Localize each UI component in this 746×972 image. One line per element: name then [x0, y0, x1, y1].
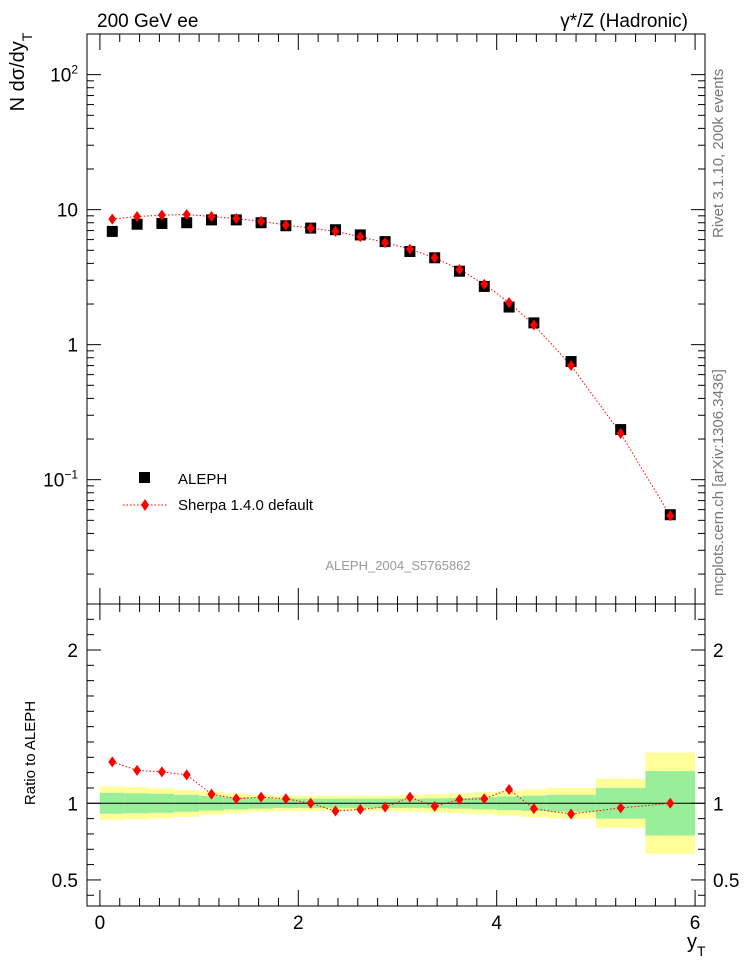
aleph-point [156, 217, 168, 229]
ratio-tick-labels: 0.5 0.5 1 1 2 2 0 2 4 6 [52, 641, 740, 934]
main-y-axis-label: N dσ/dyT [7, 32, 35, 111]
x-tick-label: 0 [95, 913, 106, 934]
ratio-point [405, 791, 414, 803]
ratio-point [306, 797, 315, 809]
main-y-tick-label: 10−1 [43, 468, 78, 492]
sherpa-point [157, 209, 166, 221]
ratio-point [108, 756, 117, 768]
legend-aleph-label: ALEPH [178, 471, 227, 488]
ratio-y-tick-label-right: 2 [713, 641, 724, 662]
ratio-sherpa-markers [108, 756, 675, 820]
header-left: 200 GeV ee [97, 11, 198, 32]
sherpa-point [331, 225, 340, 237]
ratio-point [455, 793, 464, 805]
x-tick-label: 6 [690, 913, 701, 934]
ratio-point [257, 791, 266, 803]
ratio-point [480, 793, 489, 805]
main-y-tick-labels: 10−1 1 10 102 [43, 63, 78, 492]
ratio-point [232, 793, 241, 805]
ratio-point [616, 802, 625, 814]
main-panel: 10−1 1 10 102 ALEPH Sherpa 1.4.0 default AL… [7, 32, 706, 605]
sherpa-point [356, 231, 365, 243]
main-plot-frame [86, 33, 706, 605]
ratio-y-tick-label-right: 0.5 [713, 871, 739, 892]
ratio-point [331, 805, 340, 817]
sherpa-point [567, 360, 576, 372]
sherpa-markers [108, 209, 675, 522]
sherpa-point [529, 319, 538, 331]
aleph-point [181, 217, 193, 229]
ratio-axis-ticks [87, 604, 705, 906]
x-tick-label: 2 [293, 913, 304, 934]
ratio-y-tick-label-left: 2 [67, 641, 78, 662]
ratio-point [356, 803, 365, 815]
ratio-y-axis-label: Ratio to ALEPH [22, 701, 39, 805]
aleph-point [131, 218, 143, 230]
ratio-point [430, 800, 439, 812]
main-axis-ticks [87, 33, 705, 604]
legend: ALEPH Sherpa 1.4.0 default [123, 471, 314, 514]
ratio-point [182, 769, 191, 781]
sherpa-point [455, 264, 464, 276]
ratio-point [381, 801, 390, 813]
sherpa-point [480, 278, 489, 290]
header-right: γ*/Z (Hadronic) [560, 11, 688, 32]
legend-sherpa-label: Sherpa 1.4.0 default [178, 497, 314, 514]
main-y-tick-label: 1 [67, 336, 78, 357]
ratio-point [157, 766, 166, 778]
sherpa-point [306, 222, 315, 234]
legend-sherpa-marker [141, 499, 149, 511]
sherpa-point [133, 210, 142, 222]
analysis-label: ALEPH_2004_S5765862 [325, 558, 470, 573]
x-axis-label: yT [687, 931, 706, 959]
ratio-point [567, 808, 576, 820]
ratio-y-tick-label-right: 1 [713, 794, 724, 815]
ratio-point [207, 788, 216, 800]
sherpa-point [381, 237, 390, 249]
ratio-point [133, 764, 142, 776]
sherpa-point [182, 209, 191, 221]
main-y-tick-label: 102 [50, 63, 78, 87]
sherpa-point [430, 252, 439, 264]
sherpa-point [207, 210, 216, 222]
ratio-point [505, 783, 514, 795]
sherpa-point [505, 297, 514, 309]
ratio-point [529, 803, 538, 815]
rivet-label: Rivet 3.1.10, 200k events [710, 69, 727, 238]
ratio-panel: 0.5 0.5 1 1 2 2 0 2 4 6 Ratio to ALEPH yT [22, 603, 740, 959]
ratio-y-tick-label-left: 1 [67, 794, 78, 815]
sherpa-point [281, 219, 290, 231]
mcplots-label: mcplots.cern.ch [arXiv:1306.3436] [710, 369, 727, 596]
ratio-plot-frame [86, 603, 706, 907]
sherpa-point [405, 243, 414, 255]
sherpa-point [232, 212, 241, 224]
sherpa-point [666, 510, 675, 522]
main-y-tick-label: 10 [57, 201, 78, 222]
ratio-sherpa-line [112, 761, 671, 815]
aleph-point [106, 225, 118, 237]
sherpa-point [616, 427, 625, 439]
sherpa-point [108, 213, 117, 225]
ratio-point [281, 793, 290, 805]
x-tick-label: 4 [491, 913, 502, 934]
sherpa-point [257, 215, 266, 227]
ratio-y-tick-label-left: 0.5 [52, 871, 78, 892]
legend-aleph-marker [139, 472, 150, 483]
ratio-point [666, 797, 675, 809]
